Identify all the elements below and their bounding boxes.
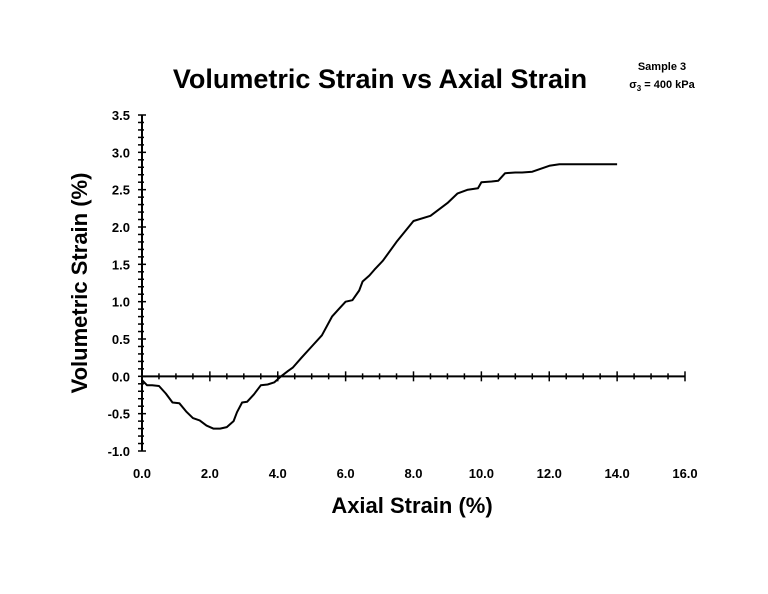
chart-title: Volumetric Strain vs Axial Strain xyxy=(173,64,587,94)
y-tick-label: 1.0 xyxy=(112,295,130,310)
x-tick-label: 12.0 xyxy=(537,466,562,481)
annotation-value: = 400 kPa xyxy=(641,79,695,91)
y-tick-label: 2.0 xyxy=(112,220,130,235)
y-tick-label: 1.5 xyxy=(112,257,130,272)
x-tick-label: 6.0 xyxy=(337,466,355,481)
x-tick-label: 4.0 xyxy=(269,466,287,481)
y-tick-label: 3.0 xyxy=(112,145,130,160)
x-tick-label: 0.0 xyxy=(133,466,151,481)
x-tick-label: 10.0 xyxy=(469,466,494,481)
y-tick-label: 0.0 xyxy=(112,369,130,384)
x-tick-label: 2.0 xyxy=(201,466,219,481)
x-tick-label: 14.0 xyxy=(604,466,629,481)
y-tick-labels: -1.0 -0.5 0.0 0.5 1.0 1.5 2.0 2.5 3.0 3.5 xyxy=(108,108,130,459)
x-tick-label: 8.0 xyxy=(404,466,422,481)
y-tick-label: -0.5 xyxy=(108,407,130,422)
y-tick-label: 3.5 xyxy=(112,108,130,123)
y-tick-label: 2.5 xyxy=(112,183,130,198)
sigma-subscript: 3 xyxy=(637,84,642,93)
annotation-line-2: σ3 = 400 kPa xyxy=(629,79,695,93)
series-line xyxy=(141,163,618,430)
x-tick-label: 16.0 xyxy=(672,466,697,481)
sigma-symbol: σ xyxy=(629,79,637,91)
x-tick-labels: 0.0 2.0 4.0 6.0 8.0 10.0 12.0 14.0 16.0 xyxy=(133,466,698,481)
y-tick-label: 0.5 xyxy=(112,332,130,347)
y-tick-label: -1.0 xyxy=(108,444,130,459)
x-axis-title: Axial Strain (%) xyxy=(331,493,492,518)
annotation-line-1: Sample 3 xyxy=(638,61,686,73)
y-axis-title: Volumetric Strain (%) xyxy=(67,173,92,394)
